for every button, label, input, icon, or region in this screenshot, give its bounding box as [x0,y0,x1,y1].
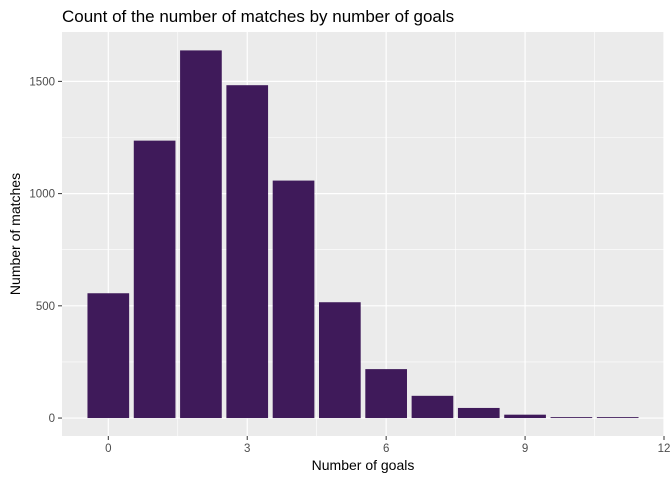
x-axis-ticks: 0 3 6 9 12 [105,436,670,455]
minor-gridlines [62,32,664,436]
x-axis-title: Number of goals [312,457,415,473]
bar [272,180,315,419]
x-tick-label: 12 [658,443,671,455]
x-tick-label: 0 [105,443,111,455]
bar [411,395,454,419]
x-tick-label: 9 [522,443,528,455]
bar [226,85,269,419]
y-tick-label: 0 [49,413,55,425]
chart-title: Count of the number of matches by number… [62,7,454,26]
y-tick-label: 500 [36,301,55,313]
x-tick-label: 3 [244,443,250,455]
bar [87,293,130,419]
bar [133,140,176,419]
bar [180,50,222,419]
bar [550,417,593,419]
y-axis-ticks: 0 500 1000 1500 [29,76,62,425]
bar [504,414,546,419]
bar [365,369,407,419]
y-axis-title: Number of matches [7,173,23,295]
bar [319,302,361,419]
y-tick-label: 1000 [29,189,55,201]
bar [596,417,639,419]
bar [457,407,500,419]
y-tick-label: 1500 [29,76,55,88]
x-tick-label: 6 [383,443,389,455]
bars [87,50,639,419]
